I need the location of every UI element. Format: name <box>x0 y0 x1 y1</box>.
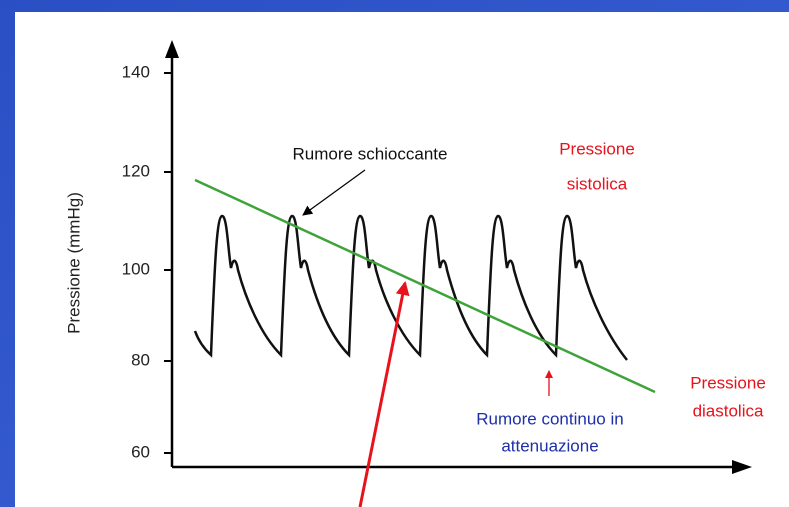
continuous-label: Rumore continuo in <box>476 409 623 428</box>
red-arrow <box>358 281 410 507</box>
y-tick-label: 60 <box>131 442 150 461</box>
cuff-pressure-line <box>194 178 656 394</box>
y-tick-label: 140 <box>122 62 150 81</box>
x-arrow <box>732 460 752 474</box>
panel <box>15 12 789 507</box>
y-tick-label: 120 <box>122 161 150 180</box>
systolic-label: Pressione <box>559 139 635 158</box>
diastolic-label: diastolica <box>693 401 764 420</box>
y-axis-label: Pressione (mmHg) <box>64 192 83 334</box>
continuous-label: attenuazione <box>501 436 598 455</box>
y-tick-label: 80 <box>131 350 150 369</box>
y-arrow <box>165 40 179 58</box>
click-arrow <box>302 169 366 216</box>
diastolic-label: Pressione <box>690 373 766 392</box>
systolic-label: sistolica <box>567 174 628 193</box>
pressure-wave <box>193 214 628 361</box>
y-tick-label: 100 <box>122 259 150 278</box>
click-label: Rumore schioccante <box>293 144 448 163</box>
